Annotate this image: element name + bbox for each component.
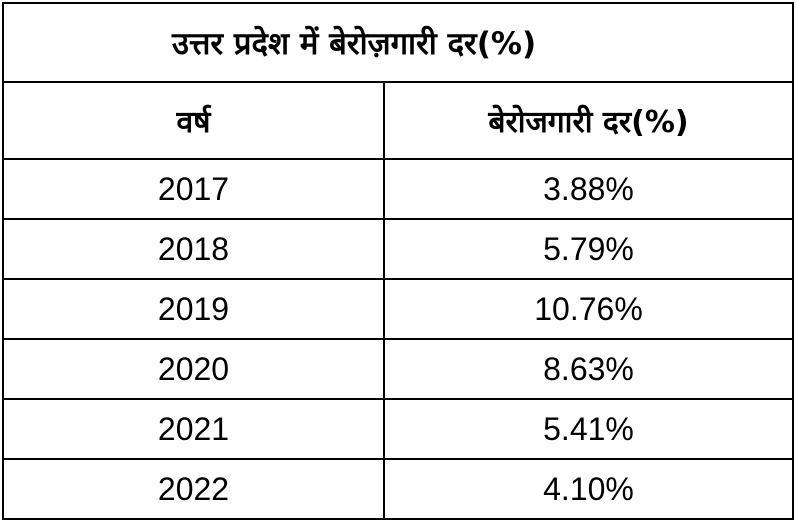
table-row: 2019 10.76% [2,278,794,340]
table-row: 2018 5.79% [2,218,794,280]
rate-cell: 4.10% [383,458,794,520]
year-cell: 2022 [2,458,385,520]
year-cell: 2019 [2,278,385,340]
unemployment-table: उत्तर प्रदेश में बेरोज़गारी दर(%) वर्ष ब… [2,2,794,520]
header-year: वर्ष [2,81,385,160]
table-row: 2022 4.10% [2,458,794,520]
table-row: 2020 8.63% [2,338,794,400]
unemployment-table-container: उत्तर प्रदेश में बेरोज़गारी दर(%) वर्ष ब… [2,2,794,520]
rate-cell: 5.79% [383,218,794,280]
table-title: उत्तर प्रदेश में बेरोज़गारी दर(%) [2,2,794,83]
header-row: वर्ष बेरोजगारी दर(%) [2,81,794,160]
year-cell: 2020 [2,338,385,400]
title-row: उत्तर प्रदेश में बेरोज़गारी दर(%) [2,2,794,83]
rate-cell: 5.41% [383,398,794,460]
year-cell: 2017 [2,158,385,220]
table-row: 2017 3.88% [2,158,794,220]
rate-cell: 10.76% [383,278,794,340]
year-cell: 2021 [2,398,385,460]
rate-cell: 8.63% [383,338,794,400]
header-rate: बेरोजगारी दर(%) [383,81,794,160]
year-cell: 2018 [2,218,385,280]
table-row: 2021 5.41% [2,398,794,460]
rate-cell: 3.88% [383,158,794,220]
